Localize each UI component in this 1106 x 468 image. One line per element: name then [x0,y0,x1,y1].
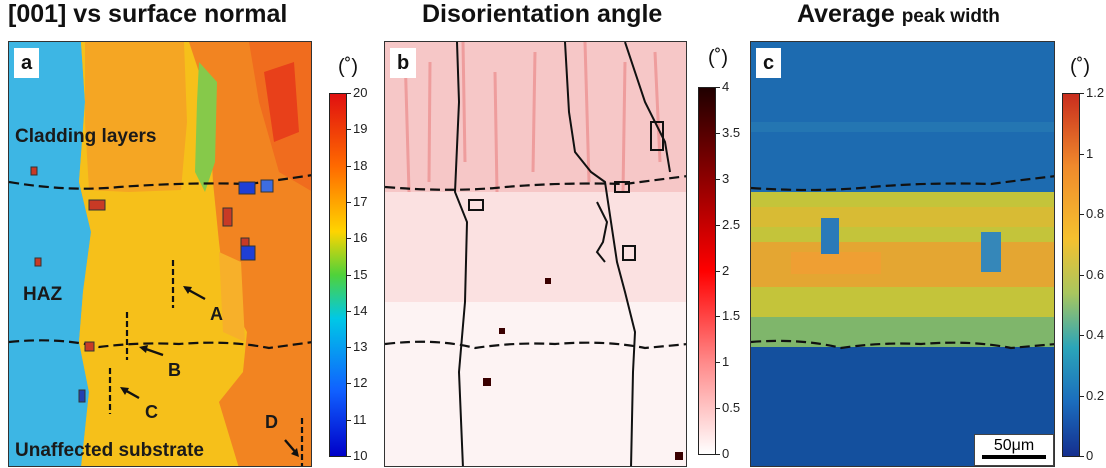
label-C: C [145,402,158,422]
colorbar-tick-label: 0.5 [722,400,741,415]
colorbar-c [1062,93,1080,457]
panel-c-title: Average peak width [797,0,1000,29]
colorbar-tick-label: 13 [353,339,368,354]
label-B: B [168,360,181,380]
colorbar-tick-label: 1 [1086,146,1094,161]
colorbar-tick-mark [347,275,351,276]
colorbar-tick-mark [716,271,720,272]
colorbar-tick-label: 16 [353,230,368,245]
colorbar-tick-mark [1080,154,1084,155]
colorbar-tick-label: 1.2 [1086,85,1105,100]
colorbar-tick-label: 2.5 [722,217,741,232]
colorbar-tick-label: 3.5 [722,125,741,140]
colorbar-tick-label: 20 [353,85,368,100]
colorbar-tick-mark [716,179,720,180]
scale-bar-label: 50μm [993,437,1035,454]
label-haz: HAZ [23,284,63,305]
colorbar-tick-mark [716,133,720,134]
colorbar-tick-mark [716,408,720,409]
colorbar-tick-mark [1080,396,1084,397]
colorbar-tick-label: 0.2 [1086,388,1105,403]
colorbar-b-unit: (˚) [708,47,728,69]
panel-c-title-main: Average [797,0,895,28]
colorbar-tick-label: 1 [722,354,730,369]
peak-width-map-graphic [751,42,1054,466]
panel-c-peak-width-map: c 50μm [750,41,1055,467]
scale-bar-line [982,455,1046,459]
label-cladding-layers: Cladding layers [15,126,157,147]
colorbar-tick-label: 14 [353,303,368,318]
colorbar-tick-mark [716,362,720,363]
colorbar-tick-label: 19 [353,121,368,136]
colorbar-tick-label: 3 [722,171,730,186]
colorbar-tick-mark [347,93,351,94]
colorbar-tick-mark [347,238,351,239]
colorbar-tick-label: 1.5 [722,308,741,323]
panel-b-title: Disorientation angle [422,0,663,28]
colorbar-tick-label: 11 [353,412,367,427]
panel-b-letter: b [390,48,417,78]
colorbar-a [329,93,347,457]
colorbar-tick-label: 12 [353,375,368,390]
colorbar-tick-label: 15 [353,267,368,282]
colorbar-a-unit: (˚) [338,56,358,78]
orientation-map-graphic [9,42,311,466]
colorbar-tick-mark [1080,93,1084,94]
colorbar-tick-mark [1080,275,1084,276]
panel-a-letter: a [14,48,40,78]
colorbar-tick-mark [716,87,720,88]
panel-c-title-small: peak width [901,6,1000,27]
colorbar-tick-label: 0.4 [1086,327,1105,342]
label-D: D [265,412,278,432]
colorbar-tick-mark [716,316,720,317]
colorbar-tick-label: 4 [722,79,730,94]
colorbar-tick-label: 10 [353,448,368,463]
colorbar-tick-mark [347,166,351,167]
colorbar-tick-label: 18 [353,158,368,173]
colorbar-tick-mark [347,420,351,421]
colorbar-tick-mark [347,129,351,130]
colorbar-tick-mark [347,347,351,348]
panel-a-title: [001] vs surface normal [8,0,288,28]
panel-c-letter: c [756,48,782,78]
colorbar-tick-mark [347,311,351,312]
panel-b-disorientation-map: b [384,41,687,467]
colorbar-tick-label: 0 [1086,448,1094,463]
scale-bar: 50μm [974,434,1054,466]
label-A: A [210,304,223,324]
colorbar-tick-mark [1080,456,1084,457]
colorbar-tick-mark [716,454,720,455]
colorbar-tick-label: 0 [722,446,730,461]
colorbar-tick-label: 2 [722,263,730,278]
colorbar-b [698,87,716,455]
colorbar-tick-label: 0.6 [1086,267,1105,282]
colorbar-tick-label: 0.8 [1086,206,1105,221]
colorbar-tick-mark [716,225,720,226]
colorbar-tick-mark [1080,335,1084,336]
panel-a-orientation-map: a Cladding layers HAZ Unaffected substra… [8,41,312,467]
colorbar-tick-label: 17 [353,194,368,209]
label-unaffected-substrate: Unaffected substrate [15,440,204,461]
colorbar-tick-mark [347,202,351,203]
colorbar-tick-mark [1080,214,1084,215]
disorientation-map-graphic [385,42,686,466]
colorbar-tick-mark [347,456,351,457]
colorbar-c-unit: (˚) [1070,56,1090,78]
colorbar-tick-mark [347,383,351,384]
